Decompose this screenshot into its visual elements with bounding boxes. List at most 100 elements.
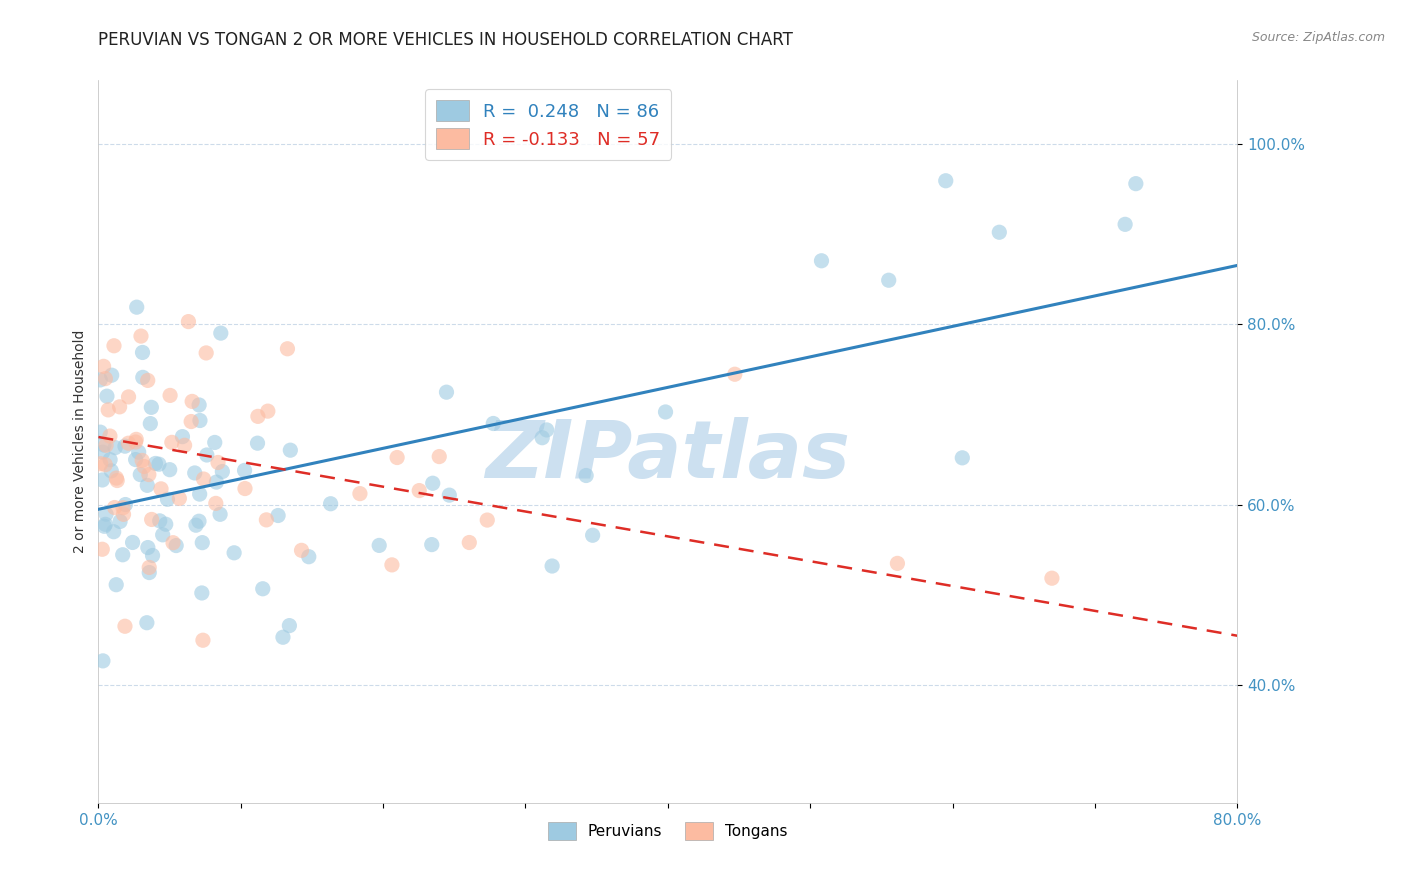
Point [117,390,139,404]
Point [152,528,174,542]
Point [935,174,957,188]
Point [145,457,167,471]
Point [114,498,136,512]
Point [90,457,112,471]
Point [105,578,128,592]
Point [93,359,115,374]
Point [188,514,211,528]
Point [173,438,195,452]
Point [125,300,148,314]
Point [439,488,461,502]
Point [129,467,152,482]
Point [100,368,122,383]
Point [129,329,152,343]
Point [141,401,163,415]
Point [204,496,226,510]
Text: PERUVIAN VS TONGAN 2 OR MORE VEHICLES IN HOUSEHOLD CORRELATION CHART: PERUVIAN VS TONGAN 2 OR MORE VEHICLES IN… [98,31,793,49]
Point [134,459,156,474]
Point [160,435,183,450]
Point [104,500,127,515]
Point [256,404,278,418]
Point [381,558,404,572]
Point [89,425,111,439]
Point [1040,571,1063,585]
Point [94,371,117,385]
Point [477,513,499,527]
Point [482,417,505,431]
Point [1114,218,1136,232]
Point [207,455,229,469]
Point [138,467,160,482]
Point [93,438,115,452]
Point [246,409,269,424]
Point [278,443,301,458]
Point [93,519,115,533]
Point [267,508,290,523]
Point [136,373,159,387]
Point [103,524,125,539]
Point [575,468,598,483]
Point [877,273,900,287]
Point [211,465,233,479]
Point [204,435,226,450]
Point [724,368,747,382]
Point [349,486,371,500]
Point [209,508,232,522]
Point [159,388,181,402]
Point [278,618,301,632]
Point [114,439,136,453]
Point [436,385,458,400]
Point [541,559,564,574]
Point [112,508,135,522]
Point [124,435,146,450]
Point [103,339,125,353]
Point [97,403,120,417]
Point [98,452,121,467]
Point [150,482,173,496]
Point [131,453,153,467]
Point [1125,177,1147,191]
Point [141,512,163,526]
Point [135,615,157,630]
Point [108,400,131,414]
Point [191,535,214,549]
Point [155,517,177,532]
Text: Source: ZipAtlas.com: Source: ZipAtlas.com [1251,31,1385,45]
Point [276,342,298,356]
Point [96,389,118,403]
Point [233,482,256,496]
Point [298,549,321,564]
Point [91,473,114,487]
Point [105,474,128,488]
Point [252,582,274,596]
Point [117,436,139,450]
Point [195,346,218,360]
Point [183,466,205,480]
Point [148,457,170,471]
Point [114,619,136,633]
Point [191,586,214,600]
Point [172,429,194,443]
Point [100,464,122,478]
Point [138,560,160,574]
Point [886,557,908,571]
Point [422,476,444,491]
Point [159,463,181,477]
Point [91,445,114,459]
Point [458,535,481,549]
Point [209,326,232,340]
Point [420,538,443,552]
Point [169,491,191,506]
Point [89,373,111,387]
Point [105,471,128,485]
Point [121,535,143,549]
Point [290,543,312,558]
Point [98,429,121,443]
Point [319,497,342,511]
Point [531,431,554,445]
Point [233,463,256,477]
Point [181,394,204,409]
Point [988,225,1011,239]
Point [654,405,676,419]
Point [136,478,159,492]
